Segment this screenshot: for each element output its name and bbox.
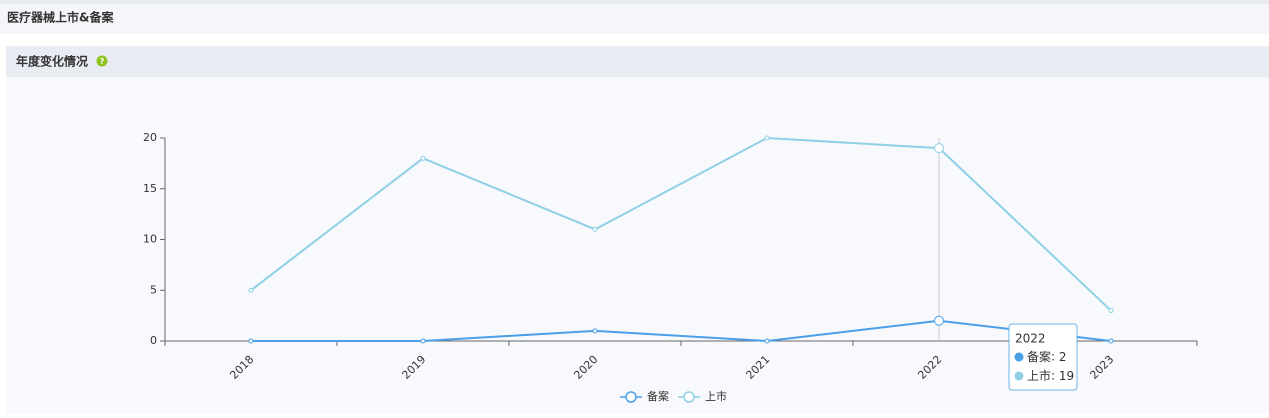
data-point [764, 135, 770, 141]
data-point [934, 315, 944, 326]
page-title: 医疗器械上市&备案 [7, 10, 114, 25]
series-line [250, 136, 1112, 312]
legend-label[interactable]: 上市 [705, 389, 727, 403]
tooltip-marker [1014, 371, 1024, 381]
tooltip-value: 2 [1059, 350, 1067, 364]
help-icon[interactable] [96, 55, 108, 67]
top-strip [0, 0, 1269, 4]
help-icon-mark: ? [100, 57, 105, 66]
section-title: 年度变化情况 [16, 54, 88, 69]
data-point [592, 328, 598, 334]
data-point [764, 338, 770, 344]
legend-label[interactable]: 备案 [647, 389, 669, 403]
y-tick-label: 10 [143, 233, 157, 246]
tooltip-name: 上市 [1027, 368, 1051, 383]
section-header [6, 46, 1269, 77]
data-point [420, 155, 426, 161]
y-tick-label: 0 [150, 334, 157, 347]
y-tick-label: 20 [143, 131, 157, 144]
series-line [251, 319, 1112, 343]
tooltip-name: 备案 [1027, 349, 1051, 364]
data-point [248, 338, 254, 344]
data-point [1108, 308, 1114, 314]
legend-marker [683, 391, 695, 403]
tooltip-marker [1014, 352, 1024, 362]
data-point [248, 287, 254, 293]
tooltip-title: 2022 [1015, 332, 1046, 346]
chart-area [6, 77, 1269, 414]
data-point [934, 143, 944, 154]
page-header [0, 4, 1269, 34]
tooltip [1008, 323, 1078, 391]
data-point [1108, 338, 1114, 344]
data-point [592, 226, 598, 232]
legend-marker [625, 391, 637, 403]
y-tick-label: 15 [143, 182, 157, 195]
data-point [420, 338, 426, 344]
tooltip-value: 19 [1059, 369, 1074, 383]
tooltip-entry: 上市: 19 [1027, 368, 1074, 383]
y-tick-label: 5 [150, 283, 157, 296]
tooltip-entry: 备案: 2 [1027, 349, 1067, 364]
